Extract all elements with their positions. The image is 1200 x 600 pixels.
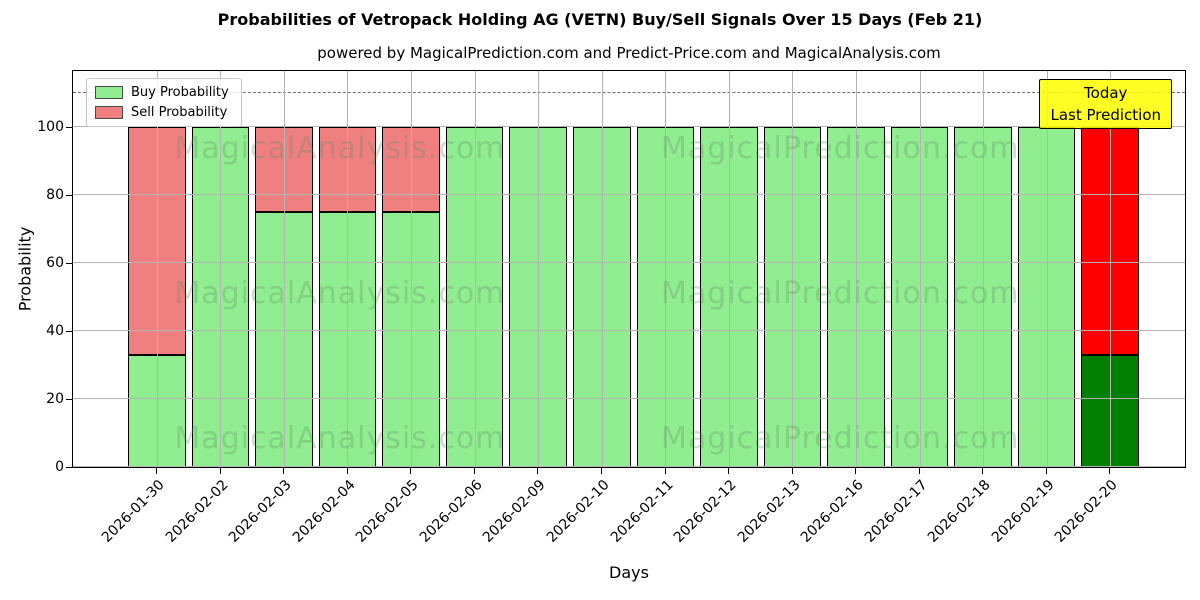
x-tick-mark xyxy=(346,468,348,474)
bar-slot xyxy=(191,71,250,467)
x-tick-mark xyxy=(409,468,411,474)
y-tick-mark xyxy=(66,263,72,264)
annotation-line1: Today xyxy=(1084,84,1128,102)
grid-line-h xyxy=(73,330,1185,331)
today-annotation: Today Last Prediction xyxy=(1039,79,1172,129)
grid-line-h xyxy=(73,398,1185,399)
bar-slot xyxy=(1081,71,1139,467)
bars-container xyxy=(73,71,1185,467)
x-tick-label-text: 2026-02-13 xyxy=(734,477,804,546)
grid-line-v xyxy=(728,71,730,467)
x-tick-mark xyxy=(981,468,983,474)
grid-line-h xyxy=(73,262,1185,263)
x-tick-label-text: 2026-02-16 xyxy=(797,477,867,546)
bar-slot xyxy=(890,71,949,467)
grid-line-v xyxy=(220,71,222,467)
legend: Buy Probability Sell Probability xyxy=(86,78,242,127)
x-tick-label-text: 2026-02-18 xyxy=(924,477,994,546)
bar-slot xyxy=(445,71,504,467)
grid-line-v xyxy=(1046,71,1048,467)
dashed-threshold-line xyxy=(73,92,1185,93)
x-tick-label-text: 2026-02-10 xyxy=(543,477,613,546)
y-tick-label: 0 xyxy=(55,459,64,475)
x-tick-label-text: 2026-01-30 xyxy=(98,477,168,546)
y-tick-label: 80 xyxy=(46,187,64,203)
grid-line-v xyxy=(538,71,540,467)
annotation-line2: Last Prediction xyxy=(1050,106,1161,124)
grid-line-v xyxy=(919,71,921,467)
chart-subtitle: powered by MagicalPrediction.com and Pre… xyxy=(317,44,941,62)
y-tick-label: 40 xyxy=(46,323,64,339)
buy-swatch-icon xyxy=(95,86,123,99)
x-tick-mark xyxy=(1108,468,1110,474)
bar-slot xyxy=(382,71,440,467)
grid-line-v xyxy=(792,71,794,467)
bar-slot xyxy=(763,71,822,467)
x-tick-mark xyxy=(918,468,920,474)
grid-line-v xyxy=(601,71,603,467)
plot-area: Buy Probability Sell Probability Today L… xyxy=(72,70,1186,468)
grid-line-v xyxy=(983,71,985,467)
legend-item-buy: Buy Probability xyxy=(95,85,229,100)
x-axis-title: Days xyxy=(609,563,649,582)
x-tick-label-text: 2026-02-05 xyxy=(352,477,422,546)
grid-line-v xyxy=(156,71,158,467)
grid-line-v xyxy=(283,71,285,467)
x-tick-label-text: 2026-02-20 xyxy=(1051,477,1121,546)
x-tick-label-text: 2026-02-17 xyxy=(861,477,931,546)
legend-item-sell: Sell Probability xyxy=(95,105,229,120)
x-tick-mark xyxy=(791,468,793,474)
x-tick-label-text: 2026-02-03 xyxy=(225,477,295,546)
x-tick-label-text: 2026-02-06 xyxy=(416,477,486,546)
x-tick-mark xyxy=(536,468,538,474)
bar-slot xyxy=(318,71,377,467)
x-tick-mark xyxy=(282,468,284,474)
y-tick-label: 60 xyxy=(46,255,64,271)
grid-line-v xyxy=(855,71,857,467)
x-tick-mark xyxy=(1045,468,1047,474)
x-tick-mark xyxy=(155,468,157,474)
grid-line-v xyxy=(1110,71,1112,467)
grid-line-h xyxy=(73,126,1185,127)
x-tick-label-text: 2026-02-04 xyxy=(289,477,359,546)
bar-slot xyxy=(954,71,1012,467)
grid-line-v xyxy=(474,71,476,467)
sell-swatch-icon xyxy=(95,106,123,119)
x-tick-mark xyxy=(664,468,666,474)
x-tick-mark xyxy=(473,468,475,474)
x-tick-label-text: 2026-02-11 xyxy=(607,477,677,546)
bar-slot xyxy=(255,71,313,467)
legend-label-sell: Sell Probability xyxy=(131,105,228,120)
x-tick-label-text: 2026-02-02 xyxy=(162,477,232,546)
bar-slot xyxy=(572,71,631,467)
y-tick-label: 20 xyxy=(46,391,64,407)
x-tick-label-text: 2026-02-19 xyxy=(988,477,1058,546)
y-tick-mark xyxy=(66,467,72,468)
x-tick-mark xyxy=(854,468,856,474)
grid-line-h xyxy=(73,194,1185,195)
x-tick-mark xyxy=(219,468,221,474)
x-tick-label-text: 2026-02-12 xyxy=(670,477,740,546)
y-tick-label: 100 xyxy=(37,119,64,135)
grid-line-v xyxy=(665,71,667,467)
y-tick-mark xyxy=(66,399,72,400)
bar-slot xyxy=(827,71,885,467)
y-tick-mark xyxy=(66,195,72,196)
x-tick-mark xyxy=(727,468,729,474)
legend-label-buy: Buy Probability xyxy=(131,85,229,100)
x-tick-mark xyxy=(600,468,602,474)
y-tick-mark xyxy=(66,331,72,332)
grid-line-h xyxy=(73,466,1185,467)
bar-slot xyxy=(700,71,758,467)
bar-slot xyxy=(128,71,186,467)
bar-slot xyxy=(1017,71,1076,467)
y-tick-mark xyxy=(66,127,72,128)
grid-line-v xyxy=(347,71,349,467)
bar-slot xyxy=(636,71,695,467)
x-tick-label-text: 2026-02-09 xyxy=(479,477,549,546)
bar-slot xyxy=(509,71,567,467)
chart-title: Probabilities of Vetropack Holding AG (V… xyxy=(217,10,983,29)
grid-line-v xyxy=(411,71,413,467)
